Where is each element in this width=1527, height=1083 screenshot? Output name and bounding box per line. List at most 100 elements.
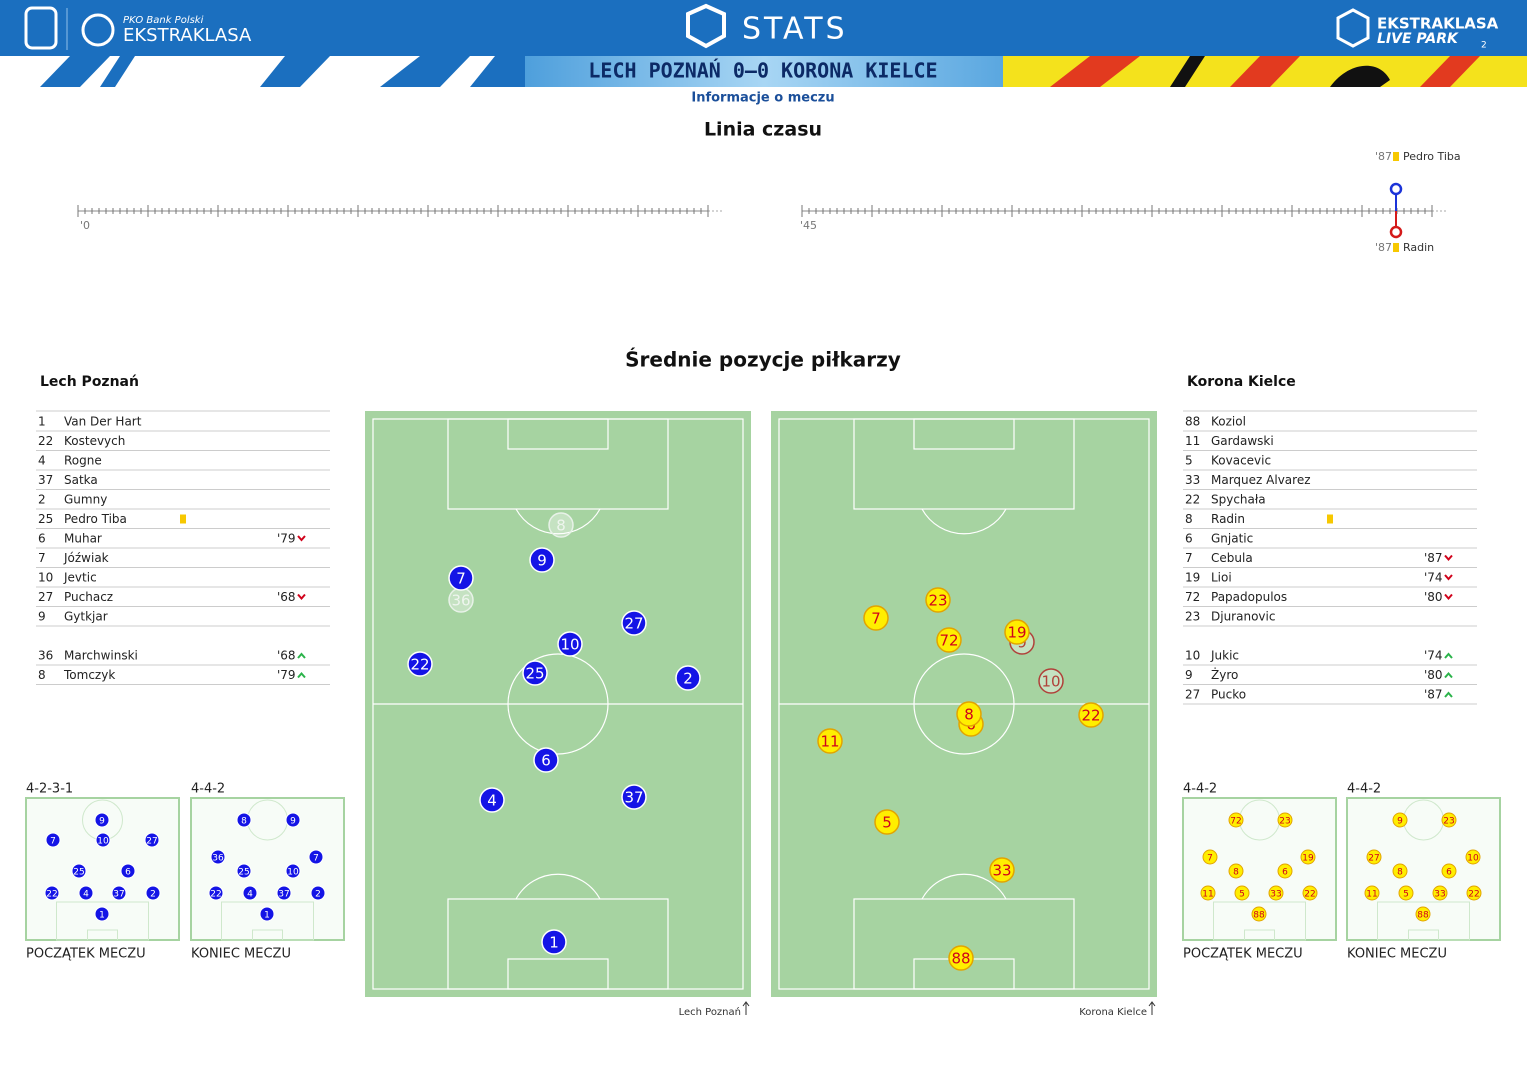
player-marker	[925, 587, 951, 613]
roster-name[interactable]: Cebula	[1211, 551, 1253, 565]
mini-marker	[1228, 812, 1244, 828]
player-number: 88	[951, 950, 970, 968]
player-number: 33	[1434, 890, 1445, 900]
roster-name[interactable]: Gumny	[64, 493, 107, 507]
player-number: 19	[1302, 854, 1314, 864]
roster-name[interactable]: Gytkjar	[64, 610, 108, 624]
card-icon	[1327, 514, 1333, 524]
roster-number: 8	[1185, 512, 1193, 526]
player-number: 4	[487, 792, 497, 810]
card-icon	[180, 514, 186, 524]
player-marker	[529, 547, 555, 573]
roster-name[interactable]: Muhar	[64, 532, 102, 546]
player-number: 22	[1081, 707, 1100, 725]
mini-marker	[111, 885, 127, 901]
sub-minute: '80	[1424, 668, 1443, 682]
roster-name[interactable]: Kostevych	[64, 434, 125, 448]
roster-number: 1	[38, 415, 46, 429]
mini-marker	[1432, 885, 1448, 901]
sub-out-icon	[1444, 554, 1453, 562]
pitch-line	[913, 653, 1015, 755]
mini-pitch-line	[1244, 929, 1275, 941]
player-number: 27	[624, 615, 643, 633]
roster-name[interactable]: Rogne	[64, 454, 102, 468]
roster-name[interactable]: Papadopulos	[1211, 590, 1287, 604]
app-logo	[686, 3, 726, 49]
pitch-line	[913, 418, 1015, 450]
roster-name[interactable]: Lioi	[1211, 571, 1232, 585]
mini-marker	[285, 812, 301, 828]
roster-name[interactable]: Tomczyk	[63, 668, 115, 682]
mini-marker	[1268, 885, 1284, 901]
formation-shape: 4-4-2	[1183, 782, 1217, 797]
sponsor-logo	[24, 6, 58, 50]
pitch-line	[921, 508, 1007, 535]
player-number: 5	[1239, 890, 1245, 900]
event-pin	[1389, 225, 1403, 239]
mini-marker	[1251, 906, 1267, 922]
roster-name[interactable]: Pedro Tiba	[64, 512, 127, 526]
roster-name[interactable]: Gnjatic	[1211, 532, 1253, 546]
player-marker	[533, 747, 559, 773]
sub-minute: '74	[1424, 649, 1443, 663]
roster-name[interactable]: Marchwinski	[64, 649, 138, 663]
roster-name[interactable]: Satka	[64, 473, 98, 487]
player-number: 9	[290, 817, 296, 827]
mini-marker	[1366, 849, 1382, 865]
player-number: 6	[1446, 868, 1452, 878]
player-number: 7	[313, 854, 319, 864]
event-card	[1393, 243, 1399, 252]
player-number: 25	[525, 665, 544, 683]
mini-marker	[236, 812, 252, 828]
player-marker	[621, 610, 647, 636]
roster-name[interactable]: Żyro	[1211, 667, 1238, 682]
roster-name[interactable]: Van Der Hart	[64, 415, 142, 429]
mini-marker	[45, 832, 61, 848]
event-player: Radin	[1403, 241, 1434, 254]
roster-name[interactable]: Djuranovic	[1211, 610, 1275, 624]
mini-marker	[94, 812, 110, 828]
roster-name[interactable]: Marquez Alvarez	[1211, 473, 1311, 487]
mini-marker	[1302, 885, 1318, 901]
mini-marker	[78, 885, 94, 901]
player-number: 22	[46, 890, 57, 900]
roster-name[interactable]: Gardawski	[1211, 434, 1274, 448]
player-number: 10	[287, 868, 299, 878]
player-number: 2	[315, 890, 321, 900]
player-marker	[557, 631, 583, 657]
event-card	[1393, 152, 1399, 161]
roster-name[interactable]: Puchacz	[64, 590, 113, 604]
player-number: 8	[964, 706, 974, 724]
roster-name[interactable]: Kovacevic	[1211, 454, 1271, 468]
roster-name[interactable]: Pucko	[1211, 688, 1246, 702]
player-number: 72	[939, 632, 958, 650]
sub-minute: '87	[1424, 688, 1443, 702]
player-number: 36	[451, 592, 470, 610]
roster-name[interactable]: Jóźwiak	[63, 551, 109, 565]
roster-name[interactable]: Spychała	[1211, 493, 1266, 507]
player-number: 6	[1282, 868, 1288, 878]
player-number: 7	[1207, 854, 1213, 864]
roster-name[interactable]: Koziol	[1211, 415, 1246, 429]
player-number: 88	[1417, 911, 1429, 921]
half-start-label: '45	[800, 219, 817, 232]
roster-name[interactable]: Jukic	[1210, 649, 1239, 663]
player-number: 22	[1304, 890, 1315, 900]
player-number: 6	[125, 868, 131, 878]
player-marker	[407, 651, 433, 677]
mini-marker	[236, 863, 252, 879]
roster-name[interactable]: Jevtic	[63, 571, 97, 585]
player-number: 25	[73, 868, 84, 878]
roster-number: 2	[38, 493, 46, 507]
roster-name[interactable]: Radin	[1211, 512, 1245, 526]
player-number: 1	[99, 911, 105, 921]
player-number: 4	[247, 890, 253, 900]
event-minute: '87	[1375, 150, 1392, 163]
roster-number: 9	[1185, 668, 1193, 682]
mini-marker	[1300, 849, 1316, 865]
info-link[interactable]: Informacje o meczu	[691, 91, 834, 106]
player-number: 88	[1253, 911, 1265, 921]
roster-number: 33	[1185, 473, 1200, 487]
sub-in-icon	[297, 652, 306, 659]
